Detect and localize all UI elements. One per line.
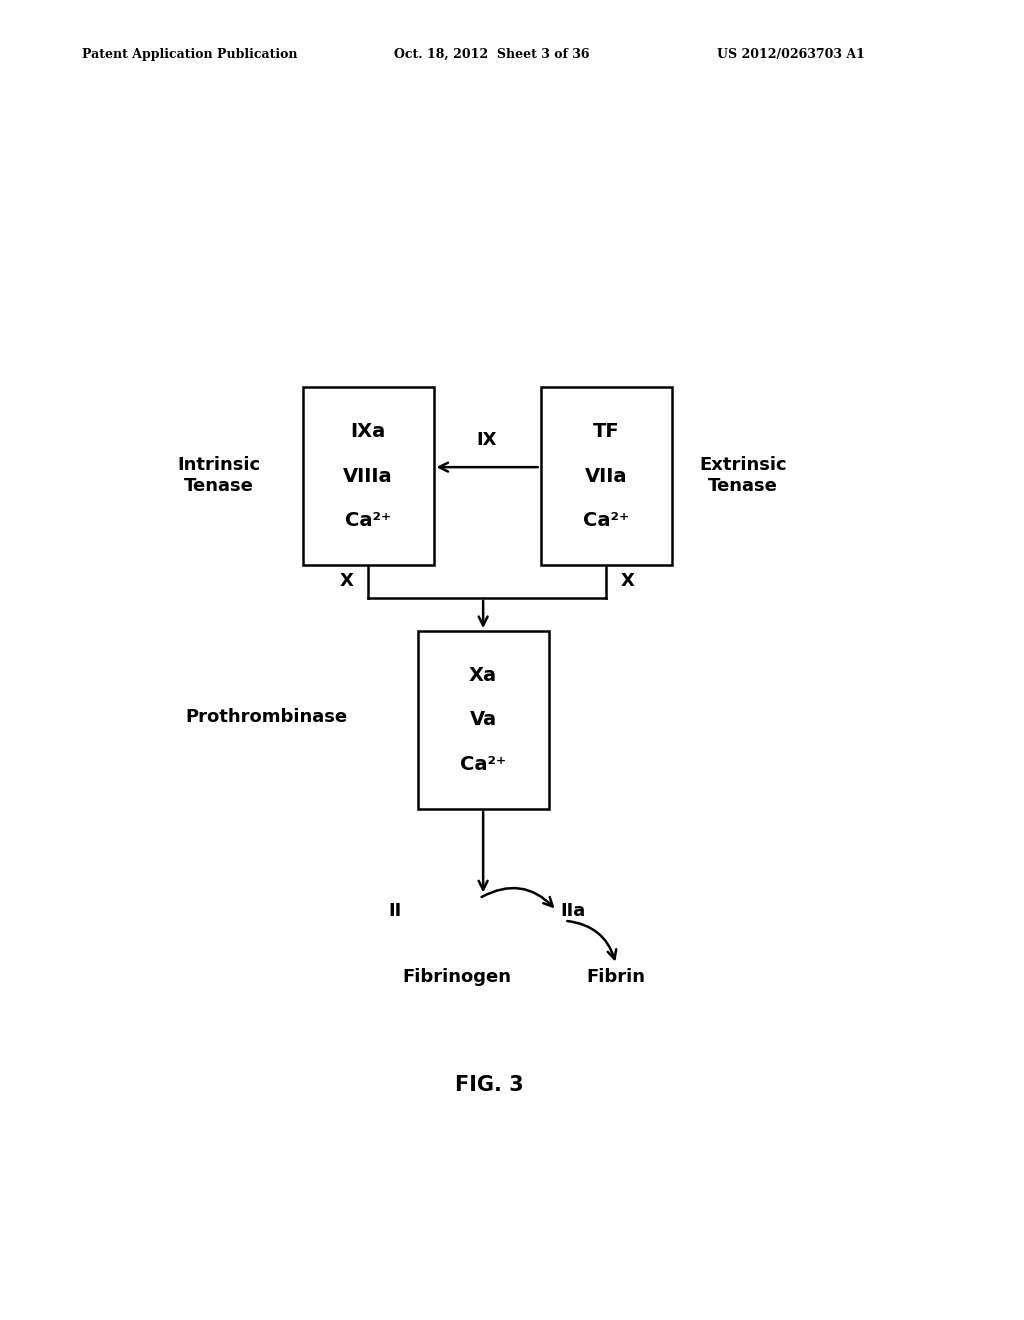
- Text: IXa: IXa: [350, 422, 386, 441]
- Text: FIG. 3: FIG. 3: [455, 1076, 523, 1096]
- Text: TF: TF: [593, 422, 620, 441]
- Text: II: II: [388, 902, 401, 920]
- Text: Oct. 18, 2012  Sheet 3 of 36: Oct. 18, 2012 Sheet 3 of 36: [394, 48, 590, 61]
- Text: Va: Va: [470, 710, 497, 730]
- Text: Ca²⁺: Ca²⁺: [345, 511, 391, 531]
- Text: IIa: IIa: [560, 902, 586, 920]
- Text: VIIa: VIIa: [585, 466, 628, 486]
- Text: Xa: Xa: [469, 667, 498, 685]
- Text: US 2012/0263703 A1: US 2012/0263703 A1: [717, 48, 864, 61]
- FancyBboxPatch shape: [418, 631, 549, 809]
- Text: Ca²⁺: Ca²⁺: [583, 511, 629, 531]
- Text: X: X: [621, 573, 634, 590]
- Text: Fibrinogen: Fibrinogen: [402, 968, 512, 986]
- FancyArrowPatch shape: [481, 888, 553, 907]
- Text: Intrinsic
Tenase: Intrinsic Tenase: [178, 457, 261, 495]
- FancyBboxPatch shape: [303, 387, 433, 565]
- Text: Fibrin: Fibrin: [587, 968, 645, 986]
- Text: Ca²⁺: Ca²⁺: [460, 755, 506, 774]
- Text: VIIIa: VIIIa: [343, 466, 393, 486]
- FancyArrowPatch shape: [567, 921, 616, 960]
- Text: IX: IX: [477, 430, 498, 449]
- Text: X: X: [340, 573, 353, 590]
- Text: Extrinsic
Tenase: Extrinsic Tenase: [699, 457, 786, 495]
- Text: Prothrombinase: Prothrombinase: [185, 709, 348, 726]
- FancyBboxPatch shape: [541, 387, 672, 565]
- Text: Patent Application Publication: Patent Application Publication: [82, 48, 297, 61]
